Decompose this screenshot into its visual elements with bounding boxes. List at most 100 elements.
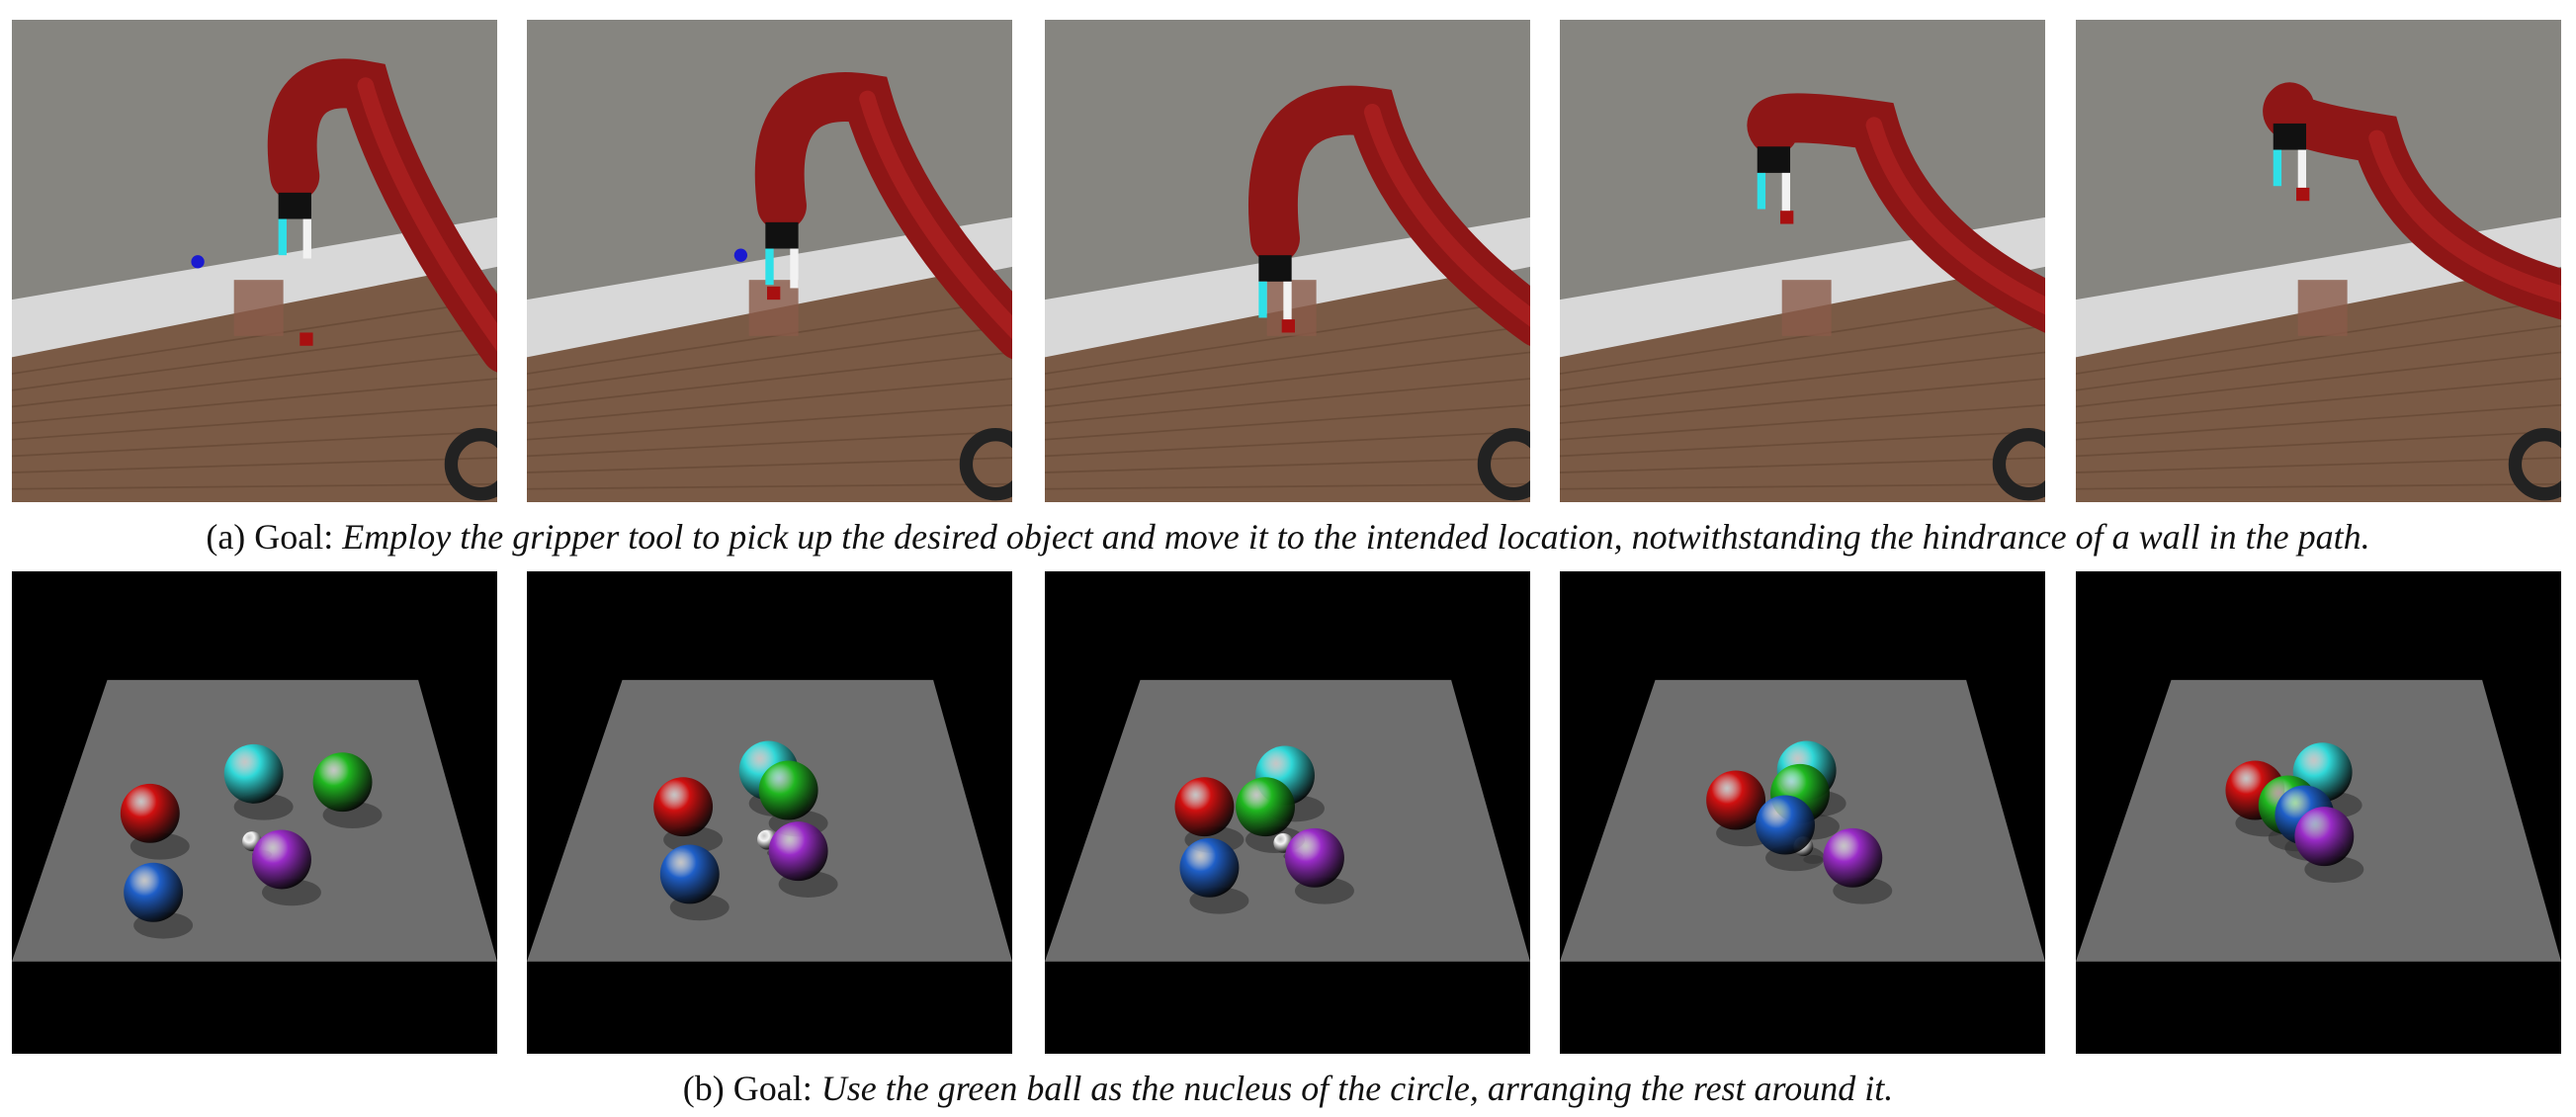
- wood-grain: [527, 299, 1012, 375]
- gripper-finger: [1781, 172, 1791, 213]
- ball: [223, 743, 284, 804]
- ball: [1706, 770, 1766, 830]
- wood-grain: [527, 324, 1012, 391]
- wood-grain: [527, 482, 1012, 490]
- object: [767, 286, 781, 301]
- wood-grain: [2076, 430, 2561, 458]
- wood-grain: [1045, 482, 1530, 490]
- wheel: [1992, 428, 2045, 501]
- arm-highlight: [1363, 103, 1530, 327]
- gripper-base: [1258, 255, 1292, 282]
- gripper-finger: [302, 218, 311, 259]
- wood-grain: [1045, 378, 1530, 424]
- wood-grain: [1045, 403, 1530, 441]
- wood-grain: [1560, 378, 2045, 424]
- ball: [1823, 827, 1883, 888]
- arm-highlight: [357, 77, 497, 352]
- wood-grain: [12, 378, 497, 424]
- table: [1560, 266, 2045, 502]
- gripper-finger: [790, 248, 799, 289]
- wood-grain: [527, 378, 1012, 424]
- ball: [120, 783, 180, 843]
- table: [12, 266, 497, 502]
- wood-grain: [527, 457, 1012, 473]
- wood-grain: [2076, 299, 2561, 375]
- wheel: [2508, 428, 2561, 501]
- gripper-finger: [1258, 281, 1267, 318]
- obstacle-wall: [233, 280, 284, 336]
- wood-grain: [527, 351, 1012, 408]
- wood-grain: [2076, 457, 2561, 473]
- gripper-base: [2273, 123, 2307, 150]
- wood-grain: [1045, 430, 1530, 458]
- ball: [1285, 827, 1344, 888]
- wood-grain: [1560, 403, 2045, 441]
- image-panel: [12, 571, 497, 1054]
- ball: [659, 844, 720, 904]
- ball: [2294, 807, 2355, 867]
- wood-grain: [1045, 324, 1530, 391]
- wood-grain: [1045, 351, 1530, 408]
- wood-grain: [2076, 324, 2561, 391]
- ball: [252, 829, 311, 890]
- wood-grain: [12, 457, 497, 473]
- ball: [768, 821, 828, 882]
- image-panel: [527, 571, 1012, 1054]
- image-panel: [2076, 20, 2561, 502]
- wood-grain: [2076, 482, 2561, 490]
- image-panel: [12, 20, 497, 502]
- image-panel: [1045, 20, 1530, 502]
- image-panel: [1045, 571, 1530, 1054]
- caption-goal: Use the green ball as the nucleus of the…: [820, 1069, 1894, 1108]
- ball: [1179, 837, 1240, 898]
- caption-b: (b) Goal: Use the green ball as the nucl…: [0, 1068, 2576, 1109]
- table: [1045, 266, 1530, 502]
- object: [300, 332, 313, 346]
- ball: [1174, 777, 1235, 837]
- table: [527, 266, 1012, 502]
- wood-grain: [527, 430, 1012, 458]
- arm-highlight: [2368, 129, 2561, 303]
- object: [1780, 211, 1794, 224]
- wood-grain: [12, 482, 497, 490]
- caption-a: (a) Goal: Employ the gripper tool to pic…: [0, 516, 2576, 558]
- caption-label: (a) Goal:: [206, 517, 334, 557]
- caption-label: (b) Goal:: [682, 1069, 813, 1108]
- wood-grain: [12, 403, 497, 441]
- ball: [653, 777, 714, 837]
- image-panel: [1560, 20, 2045, 502]
- gripper-finger: [2273, 149, 2282, 187]
- wheel: [444, 428, 497, 501]
- ball: [758, 760, 818, 820]
- image-panel: [527, 20, 1012, 502]
- wood-grain: [2076, 351, 2561, 408]
- table: [2076, 266, 2561, 502]
- target: [733, 248, 748, 262]
- wood-grain: [12, 324, 497, 391]
- ball: [124, 862, 184, 922]
- wood-grain: [1560, 351, 2045, 408]
- wood-grain: [1045, 457, 1530, 473]
- wood-grain: [1560, 430, 2045, 458]
- gripper-base: [1757, 146, 1791, 173]
- wood-grain: [12, 430, 497, 458]
- arm-highlight: [859, 90, 1012, 340]
- wheel: [959, 428, 1012, 501]
- object: [1281, 319, 1295, 333]
- wood-grain: [1560, 324, 2045, 391]
- obstacle-wall: [2297, 280, 2348, 336]
- target: [191, 255, 205, 269]
- gripper-finger: [1283, 281, 1292, 321]
- wood-grain: [1560, 299, 2045, 375]
- image-panel: [2076, 571, 2561, 1054]
- ball: [312, 752, 373, 813]
- wood-grain: [2076, 403, 2561, 441]
- object: [2296, 187, 2310, 202]
- wheel: [1477, 428, 1530, 501]
- gripper-base: [765, 221, 799, 249]
- gripper-finger: [2297, 149, 2307, 190]
- gripper-finger: [1757, 172, 1766, 210]
- wood-grain: [1045, 299, 1530, 375]
- image-panel: [1560, 571, 2045, 1054]
- arm-highlight: [1865, 117, 2045, 315]
